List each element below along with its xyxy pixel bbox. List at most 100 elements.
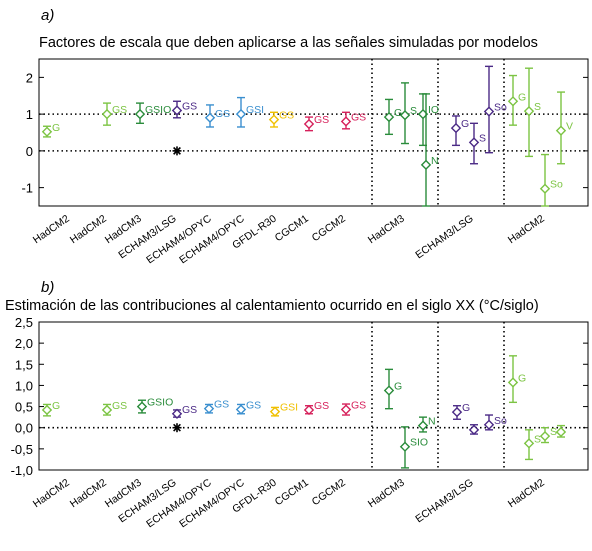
point-marker [523, 105, 535, 117]
data-point: GS [171, 100, 197, 119]
point-marker [483, 106, 495, 117]
data-point: G [41, 122, 60, 138]
point-label: GS [279, 110, 294, 122]
point-label: N [431, 155, 439, 167]
x-category-label: HadCM2 [68, 213, 109, 247]
point-label: So [494, 102, 507, 114]
panel-letter: a) [41, 7, 54, 24]
point-label: GS [314, 114, 329, 126]
point-label: GS [112, 400, 127, 412]
point-marker [555, 125, 567, 136]
x-category-label: CGCM2 [310, 213, 348, 245]
chart-title: Estimación de las contribuciones al cale… [5, 298, 539, 314]
point-label: G [394, 381, 402, 393]
data-point: GS [303, 114, 329, 132]
x-category-label: HadCM2 [506, 213, 547, 247]
data-point: N [417, 416, 436, 433]
data-point: GS [203, 399, 229, 414]
chart-panel-b: b) Estimación de las contribuciones al ca… [5, 279, 589, 530]
data-point: GS [235, 400, 261, 415]
point-marker [523, 438, 535, 449]
point-marker [399, 110, 411, 121]
point-marker [450, 122, 462, 134]
data-point: IO [417, 93, 439, 147]
data-point: S [399, 82, 417, 145]
point-label: GS [351, 111, 366, 123]
data-point: G [41, 400, 60, 417]
x-category-label: CGCM1 [273, 213, 311, 245]
point-marker [268, 114, 280, 125]
data-point: GS [268, 110, 294, 128]
x-category-label: CGCM1 [273, 477, 311, 509]
point-label: GS [314, 400, 329, 412]
point-label: G [462, 402, 470, 414]
x-category-label: CGCM2 [310, 477, 348, 509]
data-point [172, 146, 182, 156]
data-point: G [507, 355, 526, 404]
y-tick-label: 0,5 [15, 400, 33, 415]
y-tick-label: 0 [26, 144, 33, 159]
data-point: GS [340, 111, 366, 130]
data-point: GS [303, 400, 329, 416]
y-tick-label: 1,0 [15, 378, 33, 393]
data-point: G [450, 115, 469, 147]
y-tick-label: 1,5 [15, 357, 33, 372]
x-category-label: HadCM3 [366, 213, 407, 247]
data-point: GS [101, 400, 127, 416]
data-point: S [523, 429, 541, 461]
point-label: G [461, 118, 469, 130]
point-marker [303, 404, 315, 416]
y-tick-label: 2,0 [15, 336, 33, 351]
point-label: SIO [410, 437, 428, 449]
data-point: GSIO [134, 102, 171, 125]
point-marker [468, 137, 480, 148]
point-label: GS [182, 100, 197, 112]
point-label: GS [246, 400, 261, 412]
point-label: GSIO [145, 104, 171, 116]
point-marker [171, 408, 183, 419]
point-label: So [550, 179, 563, 191]
point-marker [420, 159, 432, 171]
point-label: S [410, 105, 417, 117]
data-point [468, 424, 480, 436]
point-label: G [394, 107, 402, 119]
point-label: GSI [280, 402, 298, 414]
x-category-label: HadCM2 [31, 477, 72, 511]
x-category-label: HadCM2 [68, 477, 109, 511]
point-marker [136, 401, 148, 412]
y-tick-label: -1,0 [11, 463, 33, 478]
point-marker [340, 404, 352, 415]
plot-frame [38, 321, 589, 471]
point-marker [539, 430, 551, 442]
x-category-label: ECHAM3/LSG [413, 213, 475, 262]
data-point: G [451, 402, 470, 420]
y-tick-label: 0,0 [15, 421, 33, 436]
point-marker [41, 126, 53, 137]
x-category-label: HadCM2 [506, 477, 547, 511]
point-label: GS [182, 404, 197, 416]
data-point: N [420, 93, 439, 207]
data-point: GSI [269, 402, 298, 417]
point-label: IO [428, 104, 439, 116]
point-marker [399, 441, 411, 452]
point-label: S [534, 433, 541, 445]
point-marker [204, 112, 216, 123]
x-category-label: ECHAM3/LSG [413, 477, 475, 526]
point-label: GS [215, 108, 230, 120]
point-marker [235, 108, 247, 120]
data-point: So [483, 414, 507, 431]
point-marker [173, 423, 181, 432]
point-label: G [52, 122, 60, 134]
point-marker [235, 404, 247, 415]
chart-title: Factores de escala que deben aplicarse a… [39, 35, 538, 51]
point-marker [417, 420, 429, 431]
data-point: GS [101, 102, 127, 126]
data-point: GS [340, 400, 366, 416]
data-point: G [383, 98, 402, 136]
x-category-label: HadCM2 [31, 213, 72, 247]
point-label: G [518, 372, 526, 384]
point-marker [507, 96, 519, 107]
data-point: SIO [399, 426, 428, 469]
data-point: GS [204, 104, 230, 128]
point-label: G [518, 91, 526, 103]
